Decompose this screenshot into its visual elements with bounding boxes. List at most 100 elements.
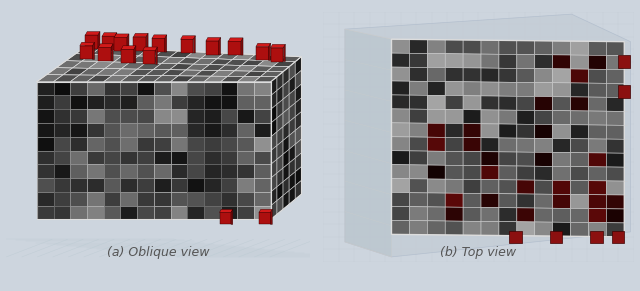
Polygon shape [121, 62, 146, 69]
Polygon shape [535, 166, 553, 180]
Polygon shape [410, 165, 428, 179]
Polygon shape [82, 54, 107, 62]
Polygon shape [204, 76, 228, 82]
Polygon shape [463, 165, 481, 180]
Polygon shape [259, 209, 272, 212]
Polygon shape [283, 108, 289, 127]
Polygon shape [535, 208, 553, 222]
Polygon shape [217, 53, 239, 59]
Polygon shape [254, 150, 271, 164]
Polygon shape [463, 207, 481, 221]
Polygon shape [295, 112, 301, 131]
Polygon shape [37, 109, 54, 123]
Polygon shape [146, 33, 148, 51]
Polygon shape [553, 152, 571, 166]
Polygon shape [120, 164, 137, 178]
Polygon shape [273, 61, 295, 67]
Polygon shape [120, 192, 137, 205]
Polygon shape [120, 137, 137, 150]
Polygon shape [571, 41, 588, 55]
Polygon shape [54, 95, 70, 109]
Polygon shape [410, 151, 428, 165]
Polygon shape [392, 95, 410, 109]
Polygon shape [392, 67, 410, 81]
Polygon shape [237, 150, 254, 164]
Polygon shape [428, 137, 445, 151]
Polygon shape [410, 81, 428, 95]
Polygon shape [111, 44, 113, 61]
Polygon shape [553, 97, 571, 111]
Polygon shape [271, 91, 277, 109]
Polygon shape [517, 82, 535, 97]
Polygon shape [571, 111, 588, 125]
Polygon shape [225, 59, 248, 65]
Polygon shape [606, 97, 624, 111]
Polygon shape [104, 178, 120, 192]
Polygon shape [241, 38, 243, 55]
Polygon shape [87, 82, 104, 95]
Polygon shape [271, 159, 277, 178]
Polygon shape [259, 212, 271, 224]
Polygon shape [87, 82, 104, 219]
Bar [590, 230, 603, 243]
Polygon shape [254, 137, 271, 150]
Polygon shape [553, 83, 571, 97]
Polygon shape [127, 34, 129, 51]
Polygon shape [204, 192, 221, 205]
Polygon shape [180, 36, 195, 39]
Polygon shape [445, 137, 463, 152]
Polygon shape [137, 76, 162, 82]
Polygon shape [162, 70, 186, 76]
Polygon shape [204, 123, 221, 137]
Polygon shape [134, 46, 136, 63]
Polygon shape [256, 47, 269, 61]
Polygon shape [70, 75, 96, 82]
Polygon shape [221, 137, 237, 150]
Polygon shape [188, 164, 204, 178]
Polygon shape [37, 150, 54, 164]
Polygon shape [499, 124, 517, 138]
Polygon shape [571, 222, 588, 237]
Polygon shape [463, 193, 481, 207]
Polygon shape [96, 69, 121, 75]
Polygon shape [499, 54, 517, 68]
Polygon shape [54, 205, 70, 219]
Polygon shape [107, 48, 132, 55]
Polygon shape [99, 47, 111, 61]
Polygon shape [295, 98, 301, 117]
Polygon shape [571, 55, 588, 69]
Polygon shape [154, 82, 171, 219]
Polygon shape [72, 61, 98, 68]
Polygon shape [295, 70, 301, 89]
Polygon shape [37, 205, 54, 219]
Polygon shape [517, 96, 535, 110]
Polygon shape [104, 109, 120, 123]
Polygon shape [228, 38, 243, 41]
Polygon shape [606, 83, 624, 97]
Polygon shape [56, 61, 82, 68]
Polygon shape [79, 68, 105, 75]
Polygon shape [295, 167, 301, 186]
Polygon shape [606, 167, 624, 181]
Polygon shape [295, 125, 301, 144]
Polygon shape [47, 68, 72, 75]
Polygon shape [120, 205, 137, 219]
Polygon shape [267, 66, 289, 72]
Polygon shape [152, 35, 167, 38]
Polygon shape [289, 89, 295, 108]
Polygon shape [571, 180, 588, 195]
Polygon shape [588, 41, 606, 55]
Polygon shape [180, 39, 193, 53]
Polygon shape [120, 178, 137, 192]
Polygon shape [499, 138, 517, 152]
Polygon shape [204, 164, 221, 178]
Polygon shape [137, 205, 154, 219]
Polygon shape [121, 49, 134, 63]
Polygon shape [104, 82, 120, 219]
Polygon shape [499, 82, 517, 96]
Polygon shape [188, 109, 204, 123]
Polygon shape [102, 33, 117, 36]
Polygon shape [154, 63, 177, 70]
Polygon shape [156, 47, 157, 64]
Polygon shape [221, 192, 237, 205]
